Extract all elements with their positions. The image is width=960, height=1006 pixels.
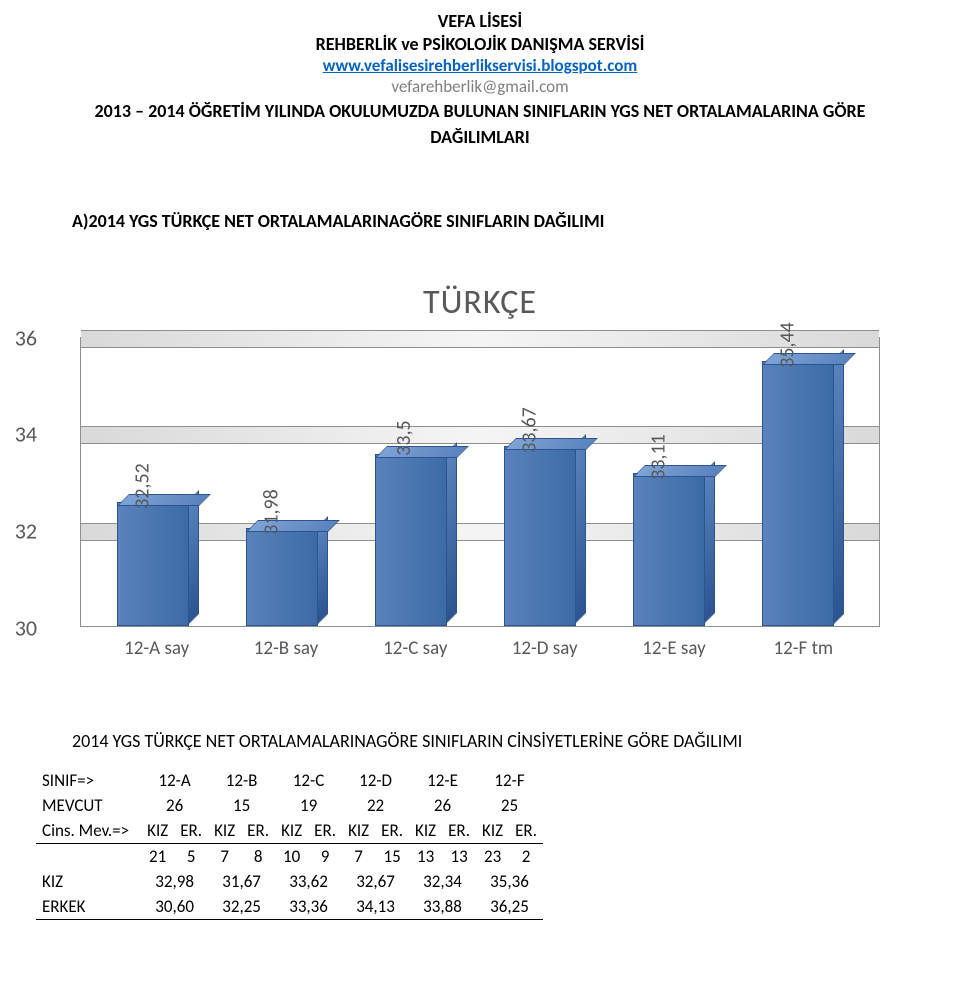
gender-header: KIZ — [342, 818, 375, 844]
kiz-value: 32,98 — [141, 869, 208, 894]
row-label: SINIF=> — [36, 768, 141, 793]
erkek-value: 33,36 — [275, 894, 342, 920]
col-header: 12-A — [141, 768, 208, 793]
kiz-value: 31,67 — [208, 869, 275, 894]
x-tick-label: 12-B say — [231, 637, 341, 660]
erkek-value: 32,25 — [208, 894, 275, 920]
school-name: VEFA LİSESİ — [0, 10, 960, 33]
erkek-value: 34,13 — [342, 894, 409, 920]
erkek-value: 30,60 — [141, 894, 208, 920]
gender-header: KIZ — [476, 818, 509, 844]
gender-header: KIZ — [409, 818, 442, 844]
gender-header: ER. — [241, 818, 275, 844]
bar — [504, 448, 586, 625]
kiz-value: 35,36 — [476, 869, 543, 894]
mevcut-value: 22 — [342, 793, 409, 818]
gender-count: 15 — [375, 843, 409, 869]
bar-value-label: 33,5 — [391, 421, 415, 456]
gender-header: ER. — [509, 818, 543, 844]
contact-email: vefarehberlik@gmail.com — [0, 76, 960, 97]
bar — [375, 456, 457, 625]
mevcut-value: 25 — [476, 793, 543, 818]
bar-slot: 31,98 — [232, 338, 342, 626]
gender-count: 2 — [509, 843, 543, 869]
bar-value-label: 35,44 — [775, 322, 799, 368]
bar-slot: 33,67 — [490, 338, 600, 626]
bar — [762, 363, 844, 626]
kiz-value: 33,62 — [275, 869, 342, 894]
cell — [36, 843, 141, 869]
row-label: ERKEK — [36, 894, 141, 920]
col-header: 12-B — [208, 768, 275, 793]
chart-title: TÜRKÇE — [80, 282, 880, 323]
website-link[interactable]: www.vefalisesirehberlikservisi.blogspot.… — [0, 55, 960, 76]
gender-header: KIZ — [208, 818, 241, 844]
y-tick-label: 30 — [15, 614, 37, 641]
gender-header: KIZ — [141, 818, 174, 844]
bars-container: 32,52 31,98 33,5 33,67 33,11 35,44 — [81, 338, 879, 626]
gender-count: 13 — [442, 843, 476, 869]
gender-header: ER. — [308, 818, 342, 844]
bar-slot: 33,5 — [361, 338, 471, 626]
gender-count: 9 — [308, 843, 342, 869]
col-header: 12-F — [476, 768, 543, 793]
gender-count: 10 — [275, 843, 308, 869]
x-tick-label: 12-C say — [360, 637, 470, 660]
gender-count: 23 — [476, 843, 509, 869]
gender-count: 7 — [342, 843, 375, 869]
row-label: KIZ — [36, 869, 141, 894]
gender-header: ER. — [375, 818, 409, 844]
col-header: 12-E — [409, 768, 476, 793]
chart-plot-area: 30323436 32,5231,9833,533,6733,1135,44 — [80, 337, 880, 627]
bar-slot: 33,11 — [619, 338, 729, 626]
turkce-chart: TÜRKÇE 30323436 32,5231,9833,533,6733,11… — [80, 282, 880, 660]
mevcut-value: 19 — [275, 793, 342, 818]
gender-count: 21 — [141, 843, 174, 869]
gender-count: 13 — [409, 843, 442, 869]
bar — [633, 475, 715, 625]
subheading-line2: DAĞILIMLARI — [0, 125, 960, 149]
bar-value-label: 31,98 — [259, 489, 283, 535]
x-tick-label: 12-A say — [102, 637, 212, 660]
section-a-title: A)2014 YGS TÜRKÇE NET ORTALAMALARINAGÖRE… — [72, 210, 960, 232]
bar-slot: 32,52 — [103, 338, 213, 626]
bar-value-label: 32,52 — [130, 463, 154, 509]
col-header: 12-C — [275, 768, 342, 793]
row-label: Cins. Mev.=> — [36, 818, 141, 844]
gender-count: 7 — [208, 843, 241, 869]
bar-value-label: 33,11 — [646, 435, 670, 481]
data-table: SINIF=>12-A12-B12-C12-D12-E12-FMEVCUT261… — [36, 768, 543, 920]
document-header: VEFA LİSESİ REHBERLİK ve PSİKOLOJİK DANI… — [0, 0, 960, 150]
gender-count: 5 — [174, 843, 208, 869]
x-tick-label: 12-E say — [619, 637, 729, 660]
gender-header: ER. — [174, 818, 208, 844]
gender-header: KIZ — [275, 818, 308, 844]
bar — [117, 504, 199, 626]
erkek-value: 36,25 — [476, 894, 543, 920]
table-title: 2014 YGS TÜRKÇE NET ORTALAMALARINAGÖRE S… — [72, 730, 960, 752]
x-axis-labels: 12-A say 12-B say 12-C say 12-D say 12-E say… — [80, 627, 880, 660]
x-tick-label: 12-F tm — [748, 637, 858, 660]
subheading-line1: 2013 – 2014 ÖĞRETİM YILINDA OKULUMUZDA B… — [0, 99, 960, 123]
y-tick-label: 36 — [15, 324, 37, 351]
mevcut-value: 26 — [409, 793, 476, 818]
y-tick-label: 34 — [15, 421, 37, 448]
row-label: MEVCUT — [36, 793, 141, 818]
kiz-value: 32,34 — [409, 869, 476, 894]
service-name: REHBERLİK ve PSİKOLOJİK DANIŞMA SERVİSİ — [0, 33, 960, 56]
mevcut-value: 26 — [141, 793, 208, 818]
col-header: 12-D — [342, 768, 409, 793]
bar-slot: 35,44 — [748, 338, 858, 626]
y-tick-label: 32 — [15, 517, 37, 544]
bar-value-label: 33,67 — [517, 407, 541, 453]
x-tick-label: 12-D say — [490, 637, 600, 660]
gender-count: 8 — [241, 843, 275, 869]
gender-header: ER. — [442, 818, 476, 844]
erkek-value: 33,88 — [409, 894, 476, 920]
mevcut-value: 15 — [208, 793, 275, 818]
kiz-value: 32,67 — [342, 869, 409, 894]
bar — [246, 530, 328, 626]
